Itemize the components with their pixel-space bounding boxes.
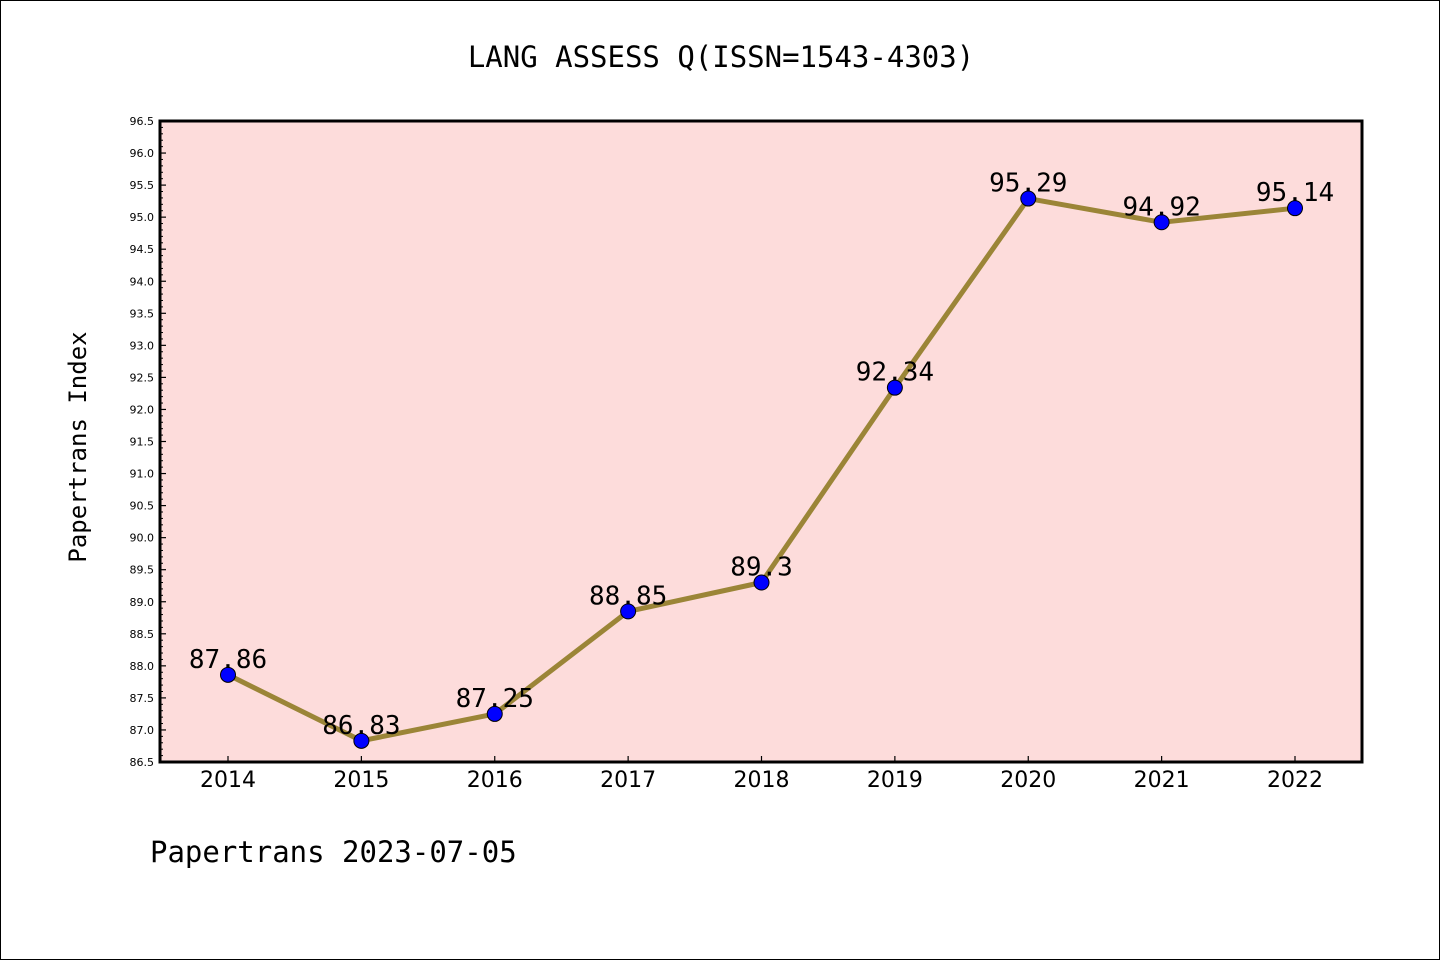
x-axis-ticks	[227, 756, 1296, 762]
y-tick-label: 95.5	[130, 179, 155, 192]
x-tick-label: 2021	[1134, 768, 1190, 793]
footer-note: Papertrans 2023-07-05	[150, 835, 517, 869]
series-markers	[220, 190, 1303, 749]
data-point-label: 87.25	[456, 684, 534, 714]
data-point-marker	[1020, 190, 1037, 207]
y-axis-tick-labels: 86.5 87.0 87.5 88.0 88.5 89.0 89.5 90.0 90.5 91.0…	[130, 115, 155, 769]
data-point-marker	[353, 732, 370, 749]
y-tick-label: 88.0	[130, 660, 155, 673]
data-point-marker	[486, 705, 503, 722]
data-point-label: 89.3	[730, 553, 793, 583]
y-tick-label: 94.5	[130, 243, 155, 256]
y-tick-label: 88.5	[130, 628, 155, 641]
y-axis-label: Papertrans Index	[64, 331, 92, 562]
data-point-label: 92.34	[856, 358, 934, 388]
y-tick-label: 96.0	[130, 147, 155, 160]
x-tick-label: 2020	[1000, 768, 1056, 793]
data-point-label: 95.14	[1256, 178, 1334, 208]
y-tick-label: 95.0	[130, 211, 155, 224]
y-tick-label: 87.0	[130, 724, 155, 737]
y-tick-label: 91.0	[130, 468, 155, 481]
y-tick-label: 91.5	[130, 436, 155, 449]
y-tick-label: 92.0	[130, 403, 155, 416]
data-point-label: 94.92	[1122, 192, 1200, 222]
y-tick-label: 90.0	[130, 532, 155, 545]
x-tick-label: 2015	[333, 768, 389, 793]
y-tick-label: 87.5	[130, 692, 155, 705]
data-point-label: 95.29	[989, 169, 1067, 199]
x-tick-label: 2016	[467, 768, 523, 793]
data-point-marker	[620, 603, 637, 620]
data-point-marker	[1153, 214, 1170, 231]
x-tick-label: 2019	[867, 768, 923, 793]
data-point-label: 86.83	[322, 711, 400, 741]
data-point-marker	[1287, 200, 1303, 217]
y-tick-label: 92.5	[130, 371, 155, 384]
x-axis-tick-labels: 2014 2015 2016 2017 2018 2019 2020 2021 2022	[200, 768, 1323, 793]
x-tick-label: 2022	[1267, 768, 1323, 793]
data-point-marker	[886, 379, 903, 396]
data-point-label: 88.85	[589, 581, 667, 611]
data-labels: 87.86 86.83 87.25 88.85 89.3 92.34 95.29 94.92 9…	[189, 169, 1334, 741]
y-tick-label: 94.0	[130, 275, 155, 288]
x-tick-label: 2017	[600, 768, 656, 793]
x-tick-label: 2018	[734, 768, 790, 793]
y-tick-label: 93.5	[130, 307, 155, 320]
chart-title: LANG ASSESS Q(ISSN=1543-4303)	[468, 40, 974, 74]
data-point-marker	[220, 666, 236, 683]
y-tick-label: 96.5	[130, 115, 155, 128]
y-tick-label: 90.5	[130, 500, 155, 513]
y-tick-label: 93.0	[130, 339, 155, 352]
y-axis-ticks	[160, 120, 166, 763]
data-point-label: 87.86	[189, 645, 267, 675]
y-tick-label: 89.0	[130, 596, 155, 609]
y-tick-label: 89.5	[130, 564, 155, 577]
x-tick-label: 2014	[200, 768, 256, 793]
y-tick-label: 86.5	[130, 756, 155, 769]
data-point-marker	[753, 574, 770, 591]
